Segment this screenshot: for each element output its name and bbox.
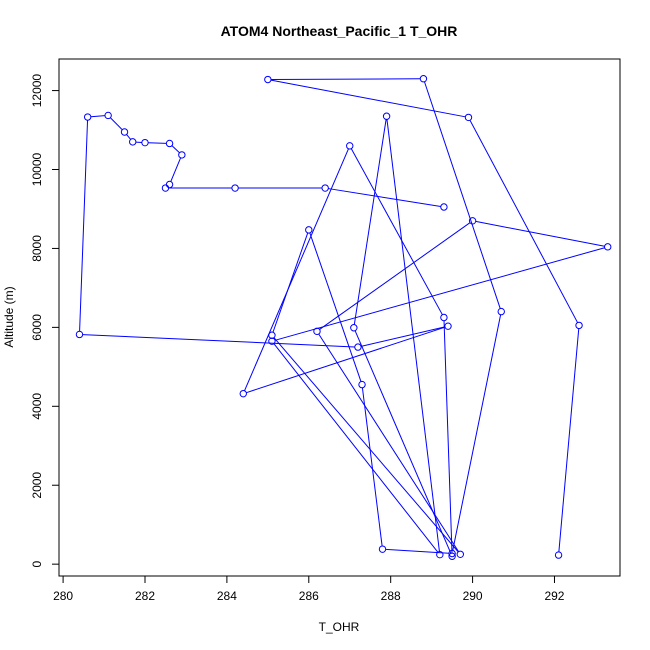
x-axis: 280 282 284 286 288 290 292 xyxy=(53,575,565,603)
data-point xyxy=(178,151,186,159)
data-point xyxy=(444,322,452,330)
series-line-segment xyxy=(469,120,578,323)
series-line-segment xyxy=(318,333,459,552)
series-line-segment xyxy=(558,328,580,552)
data-point xyxy=(468,217,477,225)
data-point xyxy=(448,549,456,558)
data-point xyxy=(440,313,448,322)
data-point xyxy=(554,551,563,559)
series-line-segment xyxy=(361,387,383,547)
series-line-segment xyxy=(353,119,387,325)
series-line-segment xyxy=(386,119,440,552)
series-line-segment xyxy=(270,79,466,118)
y-tick-label: 12000 xyxy=(30,74,44,108)
x-tick-label: 284 xyxy=(217,589,237,603)
series-line-segment xyxy=(273,343,439,553)
series-line-segment xyxy=(171,145,180,154)
data-point xyxy=(346,142,354,150)
y-axis-label: Altitude (m) xyxy=(2,286,16,347)
data-point xyxy=(268,337,276,345)
data-point xyxy=(305,226,313,234)
data-point xyxy=(239,389,247,398)
x-tick-label: 288 xyxy=(381,589,401,603)
series-line-segment xyxy=(272,232,309,333)
series-line-segment xyxy=(244,148,349,391)
series-line-segment xyxy=(90,115,105,118)
series-line-segment xyxy=(354,330,452,554)
x-tick-label: 282 xyxy=(135,589,155,603)
series-line-segment xyxy=(309,232,362,382)
series-line-segment xyxy=(350,148,443,315)
y-axis: 0 2000 4000 6000 8000 10000 12000 xyxy=(30,74,60,568)
data-point xyxy=(378,545,387,553)
x-tick-label: 280 xyxy=(53,589,73,603)
data-point xyxy=(604,243,612,251)
x-axis-label: T_OHR xyxy=(319,620,360,634)
data-point xyxy=(321,184,329,192)
data-point xyxy=(575,321,583,330)
series-line-segment xyxy=(79,120,89,332)
data-point xyxy=(165,139,174,148)
chart-title: ATOM4 Northeast_Pacific_1 T_OHR xyxy=(221,23,458,39)
series-line-segment xyxy=(475,220,605,247)
series-line-segment xyxy=(246,326,446,394)
data-point xyxy=(354,343,362,351)
y-tick-label: 4000 xyxy=(30,393,44,420)
series-line-segment xyxy=(319,222,471,330)
data-point xyxy=(436,550,444,559)
data-point xyxy=(231,184,239,192)
data-point xyxy=(141,138,149,147)
data-point xyxy=(448,552,456,560)
series-line-segment xyxy=(328,188,441,207)
data-point xyxy=(440,203,448,211)
data-point xyxy=(382,112,391,120)
series-line-segment xyxy=(126,134,132,140)
data-point xyxy=(497,307,505,316)
y-tick-label: 0 xyxy=(30,561,44,568)
y-tick-label: 6000 xyxy=(30,314,44,341)
series-line-segment xyxy=(170,157,182,182)
series-line-segment xyxy=(385,548,449,554)
data-point xyxy=(264,75,272,84)
y-tick-label: 10000 xyxy=(30,152,44,186)
series-line-segment xyxy=(423,81,501,309)
series-line-segment xyxy=(443,320,453,554)
x-tick-label: 286 xyxy=(299,589,319,603)
data-point xyxy=(313,327,321,336)
series-line-segment xyxy=(148,142,167,144)
data-point xyxy=(75,330,84,339)
x-tick-label: 290 xyxy=(463,589,483,603)
x-tick-label: 292 xyxy=(544,589,564,603)
data-point xyxy=(464,113,473,122)
series-line-segment xyxy=(273,337,459,553)
series-line-segment xyxy=(82,334,355,348)
data-point xyxy=(129,138,137,146)
y-tick-label: 2000 xyxy=(30,472,44,499)
data-point xyxy=(350,324,358,332)
data-point xyxy=(83,113,92,121)
series-line-segment xyxy=(110,117,123,131)
series-line-segment xyxy=(452,314,502,551)
data-point xyxy=(419,75,428,83)
data-point xyxy=(104,111,112,120)
data-point xyxy=(456,550,464,558)
series-line-segment xyxy=(360,326,446,347)
series-line-segment xyxy=(271,78,421,81)
y-tick-label: 8000 xyxy=(30,235,44,262)
data-series xyxy=(75,75,612,560)
series-line-segment xyxy=(274,247,605,341)
data-point xyxy=(358,380,366,389)
data-point xyxy=(161,184,170,192)
data-point xyxy=(120,128,129,136)
plot-frame xyxy=(58,58,621,577)
data-point xyxy=(165,180,174,189)
